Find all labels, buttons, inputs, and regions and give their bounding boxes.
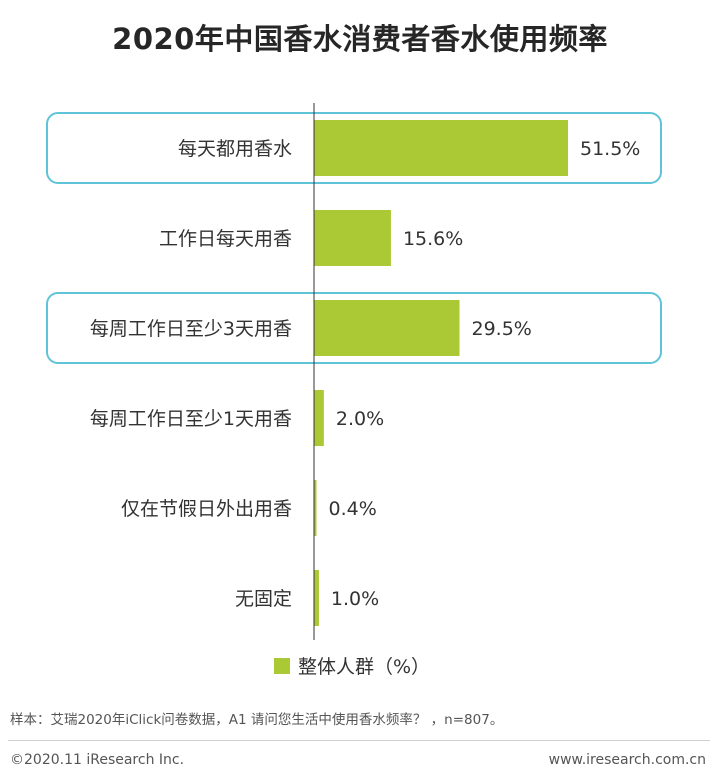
category-label: 每周工作日至少1天用香	[90, 408, 292, 430]
value-label: 51.5%	[580, 138, 640, 160]
value-label: 2.0%	[336, 408, 384, 430]
value-label: 29.5%	[471, 318, 531, 340]
value-label: 0.4%	[329, 498, 377, 520]
category-label: 每周工作日至少3天用香	[90, 318, 292, 340]
category-label: 仅在节假日外出用香	[121, 498, 292, 520]
bar	[314, 480, 317, 536]
bar	[314, 210, 391, 266]
website-url: www.iresearch.com.cn	[548, 752, 706, 768]
chart-title: 2020年中国香水消费者香水使用频率	[112, 22, 608, 56]
category-label: 工作日每天用香	[159, 228, 292, 250]
bar	[314, 570, 319, 626]
source-note: 样本：艾瑞2020年iClick问卷数据，A1 请问您生活中使用香水频率？ ，n…	[10, 712, 504, 728]
category-label: 每天都用香水	[178, 138, 292, 160]
legend-swatch	[274, 658, 290, 674]
copyright-text: ©2020.11 iResearch Inc.	[10, 752, 185, 768]
bar	[314, 390, 324, 446]
value-label: 1.0%	[331, 588, 379, 610]
highlight-frame	[46, 292, 662, 364]
legend-label: 整体人群（%）	[298, 656, 430, 678]
category-label: 无固定	[235, 588, 292, 610]
bar-chart: 每天都用香水 51.5% 工作日每天用香 15.6% 每周工作日至少3天用香 29.5% 每…	[46, 103, 662, 678]
bar	[314, 300, 460, 356]
value-label: 15.6%	[403, 228, 463, 250]
footer-divider	[8, 740, 710, 741]
highlight-frame	[46, 112, 662, 184]
bar	[314, 120, 568, 176]
